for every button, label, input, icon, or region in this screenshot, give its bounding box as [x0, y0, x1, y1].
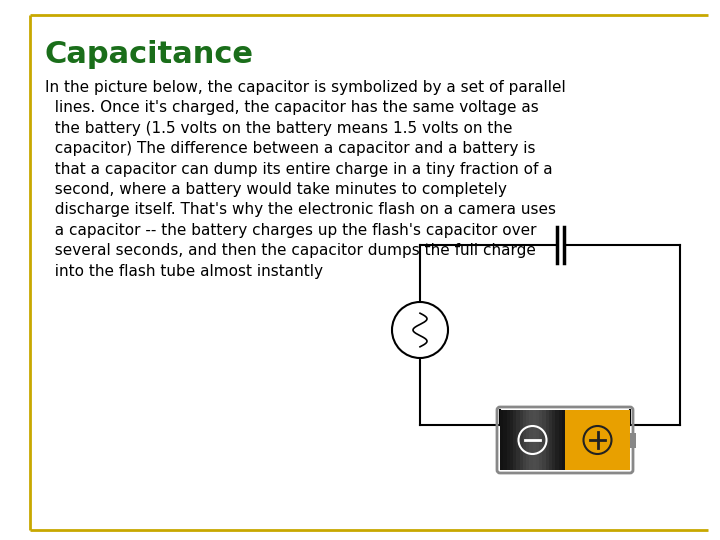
Bar — [520, 410, 523, 470]
Bar — [513, 410, 516, 470]
Bar — [506, 410, 510, 470]
Bar — [562, 410, 565, 470]
Bar — [503, 410, 506, 470]
Bar — [549, 410, 552, 470]
Bar — [510, 410, 513, 470]
Bar — [630, 433, 636, 448]
Text: Capacitance: Capacitance — [45, 40, 254, 69]
Bar — [542, 410, 546, 470]
Bar — [529, 410, 533, 470]
Bar — [526, 410, 529, 470]
Bar — [536, 410, 539, 470]
Circle shape — [392, 302, 448, 358]
Bar — [559, 410, 562, 470]
Bar — [555, 410, 559, 470]
Bar — [539, 410, 542, 470]
Bar — [565, 410, 630, 470]
Bar — [523, 410, 526, 470]
Bar — [546, 410, 549, 470]
Bar — [552, 410, 555, 470]
Bar — [500, 410, 503, 470]
Text: In the picture below, the capacitor is symbolized by a set of parallel
  lines. : In the picture below, the capacitor is s… — [45, 80, 566, 279]
Bar — [533, 410, 536, 470]
Bar — [516, 410, 520, 470]
